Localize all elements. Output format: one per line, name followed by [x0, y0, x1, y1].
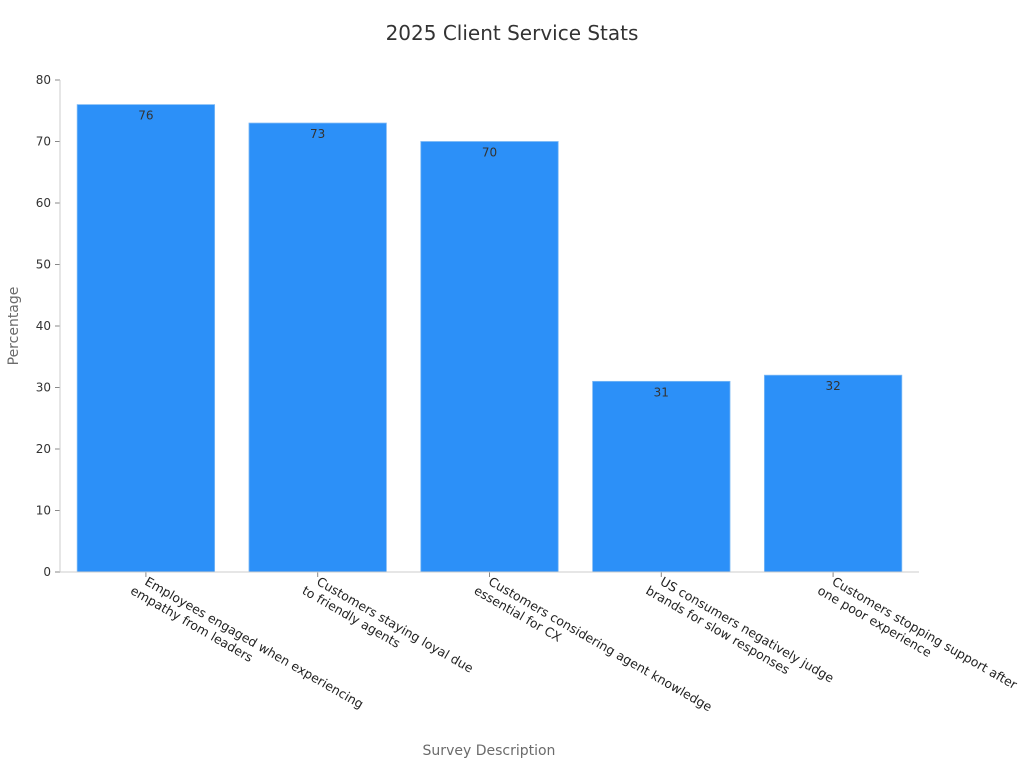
bar	[76, 104, 216, 573]
y-tick-label: 10	[36, 504, 51, 518]
y-tick-label: 20	[36, 442, 51, 456]
x-category-label-line: Customers staying loyal due	[314, 574, 476, 676]
chart-title: 2025 Client Service Stats	[386, 21, 639, 45]
y-tick-label: 40	[36, 319, 51, 333]
bar	[592, 380, 731, 573]
bar-value-label: 73	[310, 127, 325, 141]
y-tick-label: 50	[36, 258, 51, 272]
y-tick-label: 60	[36, 196, 51, 210]
x-axis-title: Survey Description	[423, 743, 556, 759]
y-tick-label: 70	[36, 135, 51, 149]
y-tick-label: 80	[36, 73, 51, 87]
bar-value-label: 32	[825, 379, 840, 393]
bar-value-label: 31	[654, 385, 669, 399]
x-category-label-line: brands for slow responses	[643, 583, 792, 678]
y-axis: 0 10 20 30 40 50 60 70 80	[36, 73, 60, 579]
bar	[420, 141, 559, 573]
y-tick-label: 0	[43, 565, 51, 579]
bar-value-label: 76	[138, 109, 153, 123]
bar	[763, 374, 903, 573]
bar	[248, 122, 387, 573]
bars-group: 76 73 70 31 32	[76, 104, 903, 573]
y-tick-label: 30	[36, 381, 51, 395]
x-category-label: Customers stopping support afterone poor…	[815, 570, 1020, 706]
bar-value-label: 70	[482, 146, 497, 160]
x-axis: Employees engaged when experiencingempat…	[128, 570, 1021, 715]
y-axis-title: Percentage	[6, 287, 22, 366]
x-category-label-line: Customers stopping support after	[830, 574, 1021, 693]
x-category-label: Customers staying loyal dueto friendly a…	[300, 570, 476, 689]
x-category-label-line: US consumers negatively judge	[658, 574, 837, 686]
